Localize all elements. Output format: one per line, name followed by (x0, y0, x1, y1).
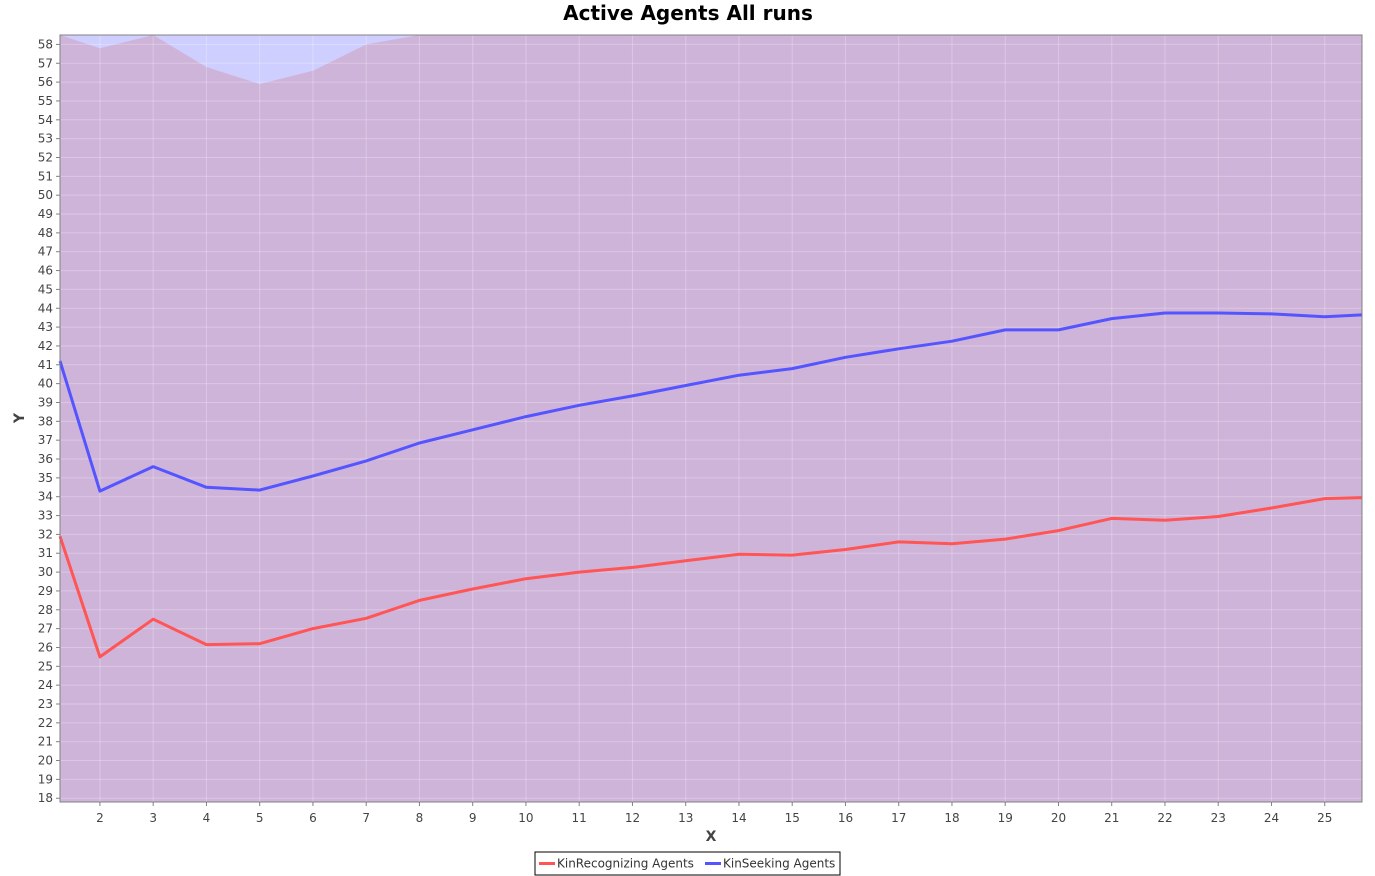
y-tick-label: 48 (38, 226, 53, 240)
y-tick-label: 26 (38, 640, 53, 654)
y-tick-label: 51 (38, 169, 53, 183)
series-line-0 (58, 496, 1363, 659)
y-tick-label: 58 (38, 37, 53, 51)
x-tick-label: 13 (678, 811, 693, 825)
band-1 (60, 35, 1362, 802)
y-tick-label: 49 (38, 207, 53, 221)
x-tick-label: 14 (731, 811, 746, 825)
y-tick-label: 29 (38, 584, 53, 598)
y-tick-label: 50 (38, 188, 53, 202)
y-tick-label: 56 (38, 75, 53, 89)
y-tick-label: 36 (38, 452, 53, 466)
x-tick-label: 10 (518, 811, 533, 825)
legend-label-0: KinRecognizing Agents (557, 857, 694, 871)
y-axis-ticks: 18 19 20 21 22 23 24 25 26 27 28 29 30 31 32 33 34 35 36 37… (38, 37, 60, 805)
y-tick-label: 45 (38, 282, 53, 296)
x-tick-label: 19 (998, 811, 1013, 825)
legend: KinRecognizing Agents KinSeeking Agents (534, 851, 841, 876)
x-tick-label: 12 (625, 811, 640, 825)
y-tick-label: 57 (38, 56, 53, 70)
x-tick-label: 24 (1264, 811, 1279, 825)
y-tick-label: 46 (38, 264, 53, 278)
x-tick-label: 6 (309, 811, 317, 825)
x-tick-label: 2 (96, 811, 104, 825)
y-axis-label: Y (12, 412, 28, 424)
x-tick-label: 22 (1157, 811, 1172, 825)
grid-lines (60, 35, 1362, 802)
y-tick-label: 53 (38, 132, 53, 146)
y-tick-label: 19 (38, 772, 53, 786)
series-lines (58, 311, 1363, 659)
legend-label-1: KinSeeking Agents (723, 857, 835, 871)
x-tick-label: 21 (1104, 811, 1119, 825)
x-tick-label: 9 (469, 811, 477, 825)
x-tick-label: 3 (149, 811, 157, 825)
y-tick-label: 30 (38, 565, 53, 579)
x-tick-label: 11 (572, 811, 587, 825)
x-axis-label: X (706, 829, 717, 845)
confidence-bands (60, 35, 1362, 802)
y-tick-label: 32 (38, 527, 53, 541)
x-tick-label: 25 (1317, 811, 1332, 825)
x-tick-label: 7 (362, 811, 370, 825)
y-tick-label: 41 (38, 358, 53, 372)
y-tick-label: 42 (38, 339, 53, 353)
y-tick-label: 55 (38, 94, 53, 108)
x-tick-label: 23 (1211, 811, 1226, 825)
series-line-1 (58, 311, 1363, 493)
y-tick-label: 25 (38, 659, 53, 673)
y-tick-label: 52 (38, 150, 53, 164)
x-tick-label: 5 (256, 811, 264, 825)
y-tick-label: 28 (38, 603, 53, 617)
plot-border (59, 34, 1363, 803)
chart-title: Active Agents All runs (563, 1, 813, 25)
y-tick-label: 34 (38, 490, 53, 504)
x-tick-label: 18 (944, 811, 959, 825)
y-tick-label: 27 (38, 622, 53, 636)
y-tick-label: 31 (38, 546, 53, 560)
y-tick-label: 23 (38, 697, 53, 711)
y-tick-label: 33 (38, 509, 53, 523)
y-tick-label: 21 (38, 735, 53, 749)
x-tick-label: 15 (785, 811, 800, 825)
y-tick-label: 38 (38, 414, 53, 428)
x-tick-label: 16 (838, 811, 853, 825)
x-tick-label: 17 (891, 811, 906, 825)
y-tick-label: 44 (38, 301, 53, 315)
y-tick-label: 18 (38, 791, 53, 805)
y-tick-label: 37 (38, 433, 53, 447)
y-tick-label: 20 (38, 754, 53, 768)
y-tick-label: 54 (38, 113, 53, 127)
y-tick-label: 24 (38, 678, 53, 692)
y-tick-label: 43 (38, 320, 53, 334)
legend-box (534, 851, 841, 876)
x-tick-label: 4 (203, 811, 211, 825)
y-tick-label: 47 (38, 245, 53, 259)
y-tick-label: 35 (38, 471, 53, 485)
y-tick-label: 40 (38, 377, 53, 391)
x-tick-label: 8 (416, 811, 424, 825)
x-axis-ticks: 2 3 4 5 6 7 8 9 10 11 12 13 14 15 16 17 18 19 20 21 22 23 24 25 (96, 802, 1332, 825)
y-tick-label: 22 (38, 716, 53, 730)
y-tick-label: 39 (38, 395, 53, 409)
x-tick-label: 20 (1051, 811, 1066, 825)
